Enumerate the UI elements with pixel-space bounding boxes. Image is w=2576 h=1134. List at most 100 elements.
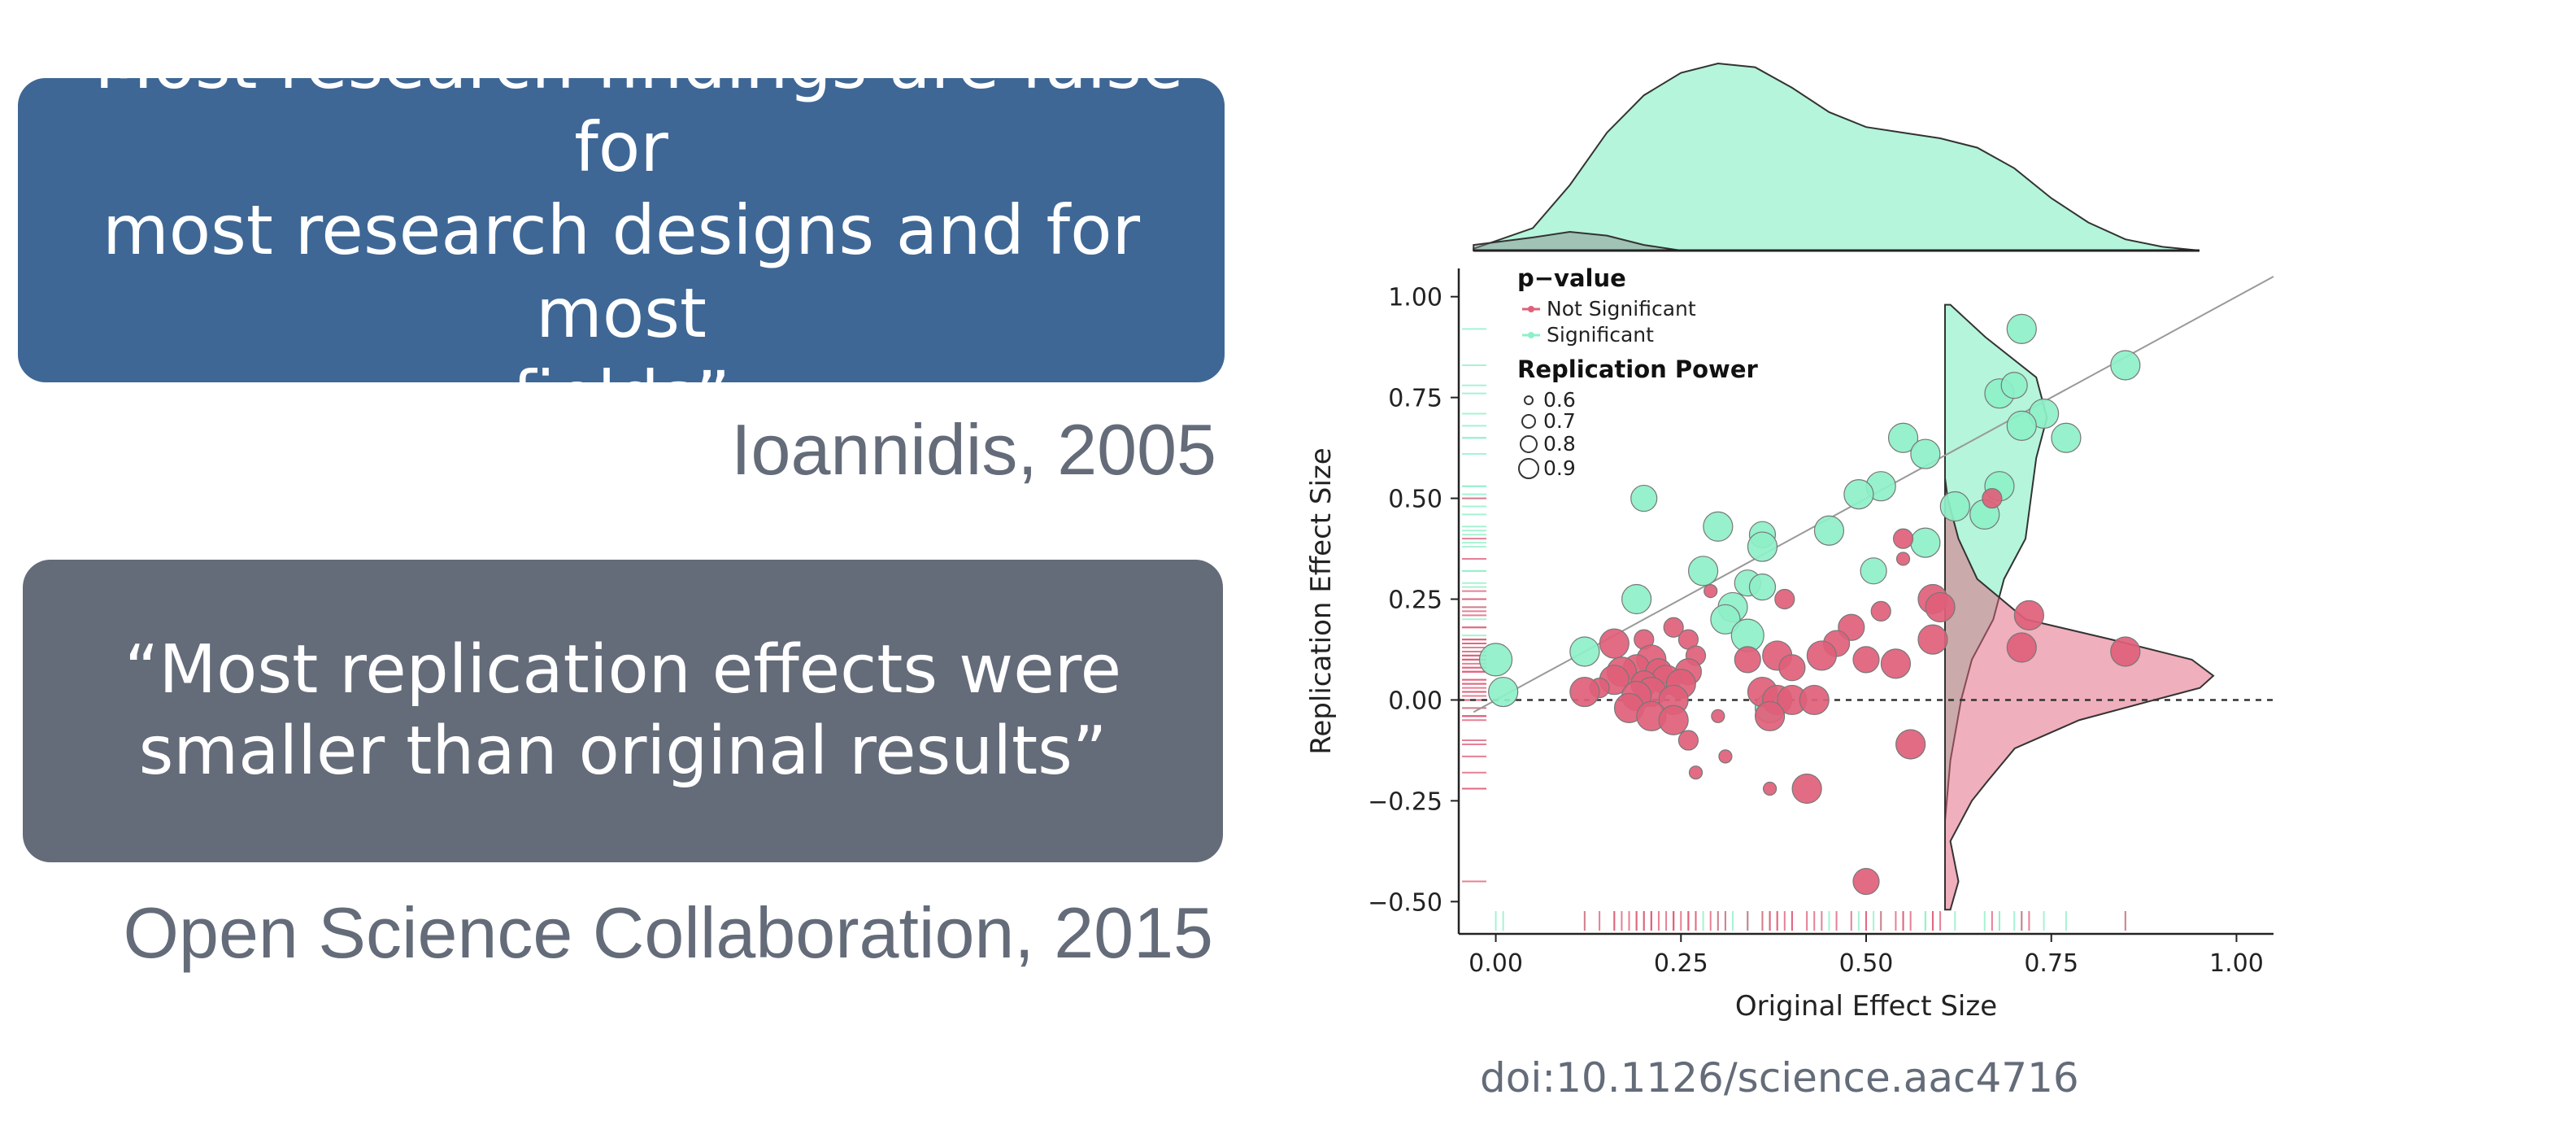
point-not-significant: [1599, 628, 1630, 659]
quote-box-ioannidis: “Most research findings are false for mo…: [18, 24, 1225, 436]
point-significant: [2006, 410, 2037, 441]
point-not-significant: [1658, 704, 1689, 735]
point-significant: [1910, 527, 1941, 558]
y-tick-label: −0.50: [1368, 888, 1442, 917]
point-not-significant: [1688, 765, 1704, 780]
point-not-significant: [2110, 636, 2141, 667]
point-not-significant: [1762, 781, 1778, 796]
point-not-significant: [1892, 528, 1914, 549]
point-not-significant: [1852, 646, 1880, 674]
y-tick-label: −0.25: [1368, 787, 1442, 816]
point-not-significant: [2006, 632, 2037, 663]
point-not-significant: [1799, 684, 1830, 716]
point-not-significant: [1925, 591, 1956, 623]
point-not-significant: [1569, 676, 1600, 708]
legend-size-entry: 0.8: [1543, 432, 1576, 456]
data-points: [1478, 313, 2141, 896]
legend-size-swatch: [1520, 435, 1538, 453]
legend-size-swatch: [1518, 458, 1539, 479]
point-significant: [1843, 479, 1874, 510]
point-significant: [1748, 574, 1777, 601]
top-marginal-density: [1473, 62, 2200, 252]
x-axis-label: Original Effect Size: [1735, 990, 1997, 1023]
point-not-significant: [1734, 646, 1761, 674]
legend-entry-significant: Significant: [1547, 323, 1654, 347]
y-tick-label: 0.00: [1388, 687, 1442, 715]
point-significant: [1887, 422, 1919, 453]
point-significant: [1488, 676, 1519, 708]
y-tick-label: 0.75: [1388, 385, 1442, 413]
point-not-significant: [1982, 487, 2003, 509]
quote-line: fields”: [511, 356, 731, 436]
density-significant: [1473, 62, 2200, 251]
point-significant: [1687, 556, 1719, 587]
y-axis-label: Replication Effect Size: [1305, 447, 1338, 754]
legend-size-title: Replication Power: [1517, 355, 1759, 383]
quote-line: “Most research findings are false for: [59, 24, 1184, 187]
legend: p−value Not Significant Significant Repl…: [1517, 264, 1759, 480]
legend-entry-not-significant: Not Significant: [1547, 297, 1696, 321]
y-tick-label: 1.00: [1388, 284, 1442, 312]
right-marginal-density: [1944, 303, 2215, 911]
point-significant: [1569, 636, 1600, 667]
quote-line: “Most replication effects were: [124, 631, 1122, 709]
point-significant: [1630, 484, 1658, 512]
point-significant: [2006, 313, 2037, 344]
legend-size-entry: 0.6: [1543, 388, 1576, 412]
point-not-significant: [1806, 640, 1837, 671]
point-significant: [1813, 515, 1845, 546]
point-not-significant: [1895, 552, 1911, 566]
point-not-significant: [1791, 773, 1822, 805]
x-tick-label: 0.25: [1654, 949, 1708, 978]
quote-line: smaller than original results”: [138, 713, 1107, 790]
point-significant: [1703, 511, 1734, 542]
x-tick-label: 1.00: [2209, 949, 2264, 978]
doi-citation: doi:10.1126/science.aac4716: [1480, 1054, 2079, 1101]
y-tick-label: 0.50: [1388, 486, 1442, 514]
quote-box-osc: “Most replication effects were smaller t…: [23, 560, 1223, 862]
point-not-significant: [1663, 617, 1684, 638]
x-tick-label: 0.75: [2024, 949, 2078, 978]
point-not-significant: [1677, 730, 1699, 751]
quote-line: most research designs and for most: [102, 190, 1141, 353]
point-not-significant: [1895, 729, 1926, 760]
point-significant: [1747, 531, 1778, 562]
point-significant: [2110, 350, 2141, 381]
x-tick-label: 0.00: [1469, 949, 1523, 978]
point-not-significant: [1852, 867, 1880, 896]
point-not-significant: [1754, 700, 1786, 731]
point-not-significant: [1917, 624, 1948, 655]
axes: 0.00 0.25 0.50 0.75 1.00 −0.50 −0.25 0.00 0.25 0.…: [1368, 268, 2274, 978]
scatter-chart: 0.00 0.25 0.50 0.75 1.00 −0.50 −0.25 0.00 0.25 0.…: [1305, 62, 2274, 1023]
point-not-significant: [2013, 600, 2045, 630]
point-not-significant: [1718, 749, 1733, 764]
point-significant: [1910, 438, 1941, 469]
quote-text: “Most research findings are false for mo…: [18, 23, 1225, 438]
point-significant: [1860, 557, 1887, 585]
legend-size-entry: 0.9: [1543, 456, 1576, 480]
legend-swatch-significant: [1528, 332, 1534, 338]
y-tick-label: 0.25: [1388, 587, 1442, 615]
point-not-significant: [1704, 584, 1718, 599]
legend-size-swatch: [1524, 395, 1534, 405]
point-not-significant: [1778, 654, 1806, 682]
point-not-significant: [1711, 709, 1725, 723]
attribution-ioannidis: Ioannidis, 2005: [731, 409, 1216, 490]
attribution-osc: Open Science Collaboration, 2015: [123, 892, 1213, 973]
point-not-significant: [1870, 600, 1891, 622]
legend-size-swatch: [1521, 414, 1536, 429]
point-significant: [1621, 583, 1652, 615]
legend-swatch-not-significant: [1528, 306, 1534, 312]
point-significant: [2000, 372, 2028, 399]
legend-size-entry: 0.7: [1543, 409, 1576, 433]
point-not-significant: [1880, 648, 1912, 679]
density-not-significant: [1944, 478, 2215, 911]
point-significant: [2051, 422, 2082, 453]
point-significant: [1939, 491, 1970, 522]
quote-text: “Most replication effects were smaller t…: [92, 630, 1154, 792]
point-significant: [1478, 643, 1513, 677]
legend-color-title: p−value: [1517, 264, 1626, 292]
point-not-significant: [1774, 588, 1795, 610]
x-tick-label: 0.50: [1839, 949, 1894, 978]
point-significant: [1710, 604, 1741, 635]
